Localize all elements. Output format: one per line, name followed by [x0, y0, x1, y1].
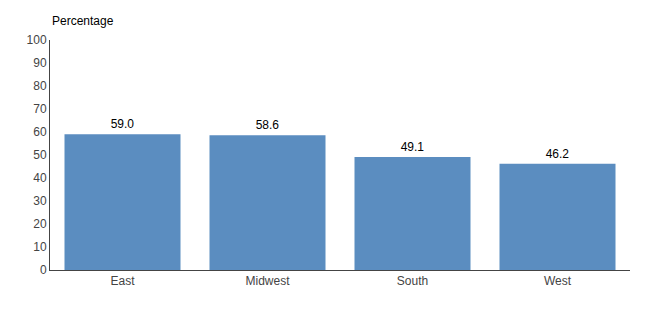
- svg-text:60: 60: [33, 125, 47, 139]
- svg-text:South: South: [397, 274, 428, 288]
- svg-text:49.1: 49.1: [401, 140, 425, 154]
- svg-text:80: 80: [33, 79, 47, 93]
- svg-text:70: 70: [33, 102, 47, 116]
- svg-text:East: East: [110, 274, 135, 288]
- svg-text:30: 30: [33, 194, 47, 208]
- svg-text:Midwest: Midwest: [245, 274, 290, 288]
- svg-text:40: 40: [33, 171, 47, 185]
- svg-text:10: 10: [33, 240, 47, 254]
- svg-text:50: 50: [33, 148, 47, 162]
- svg-text:58.6: 58.6: [256, 118, 280, 132]
- svg-text:46.2: 46.2: [546, 147, 570, 161]
- svg-text:100: 100: [27, 33, 47, 47]
- svg-text:0: 0: [40, 263, 47, 277]
- svg-text:90: 90: [33, 56, 47, 70]
- svg-text:20: 20: [33, 217, 47, 231]
- svg-text:West: West: [544, 274, 572, 288]
- svg-text:59.0: 59.0: [111, 117, 135, 131]
- svg-text:Percentage: Percentage: [52, 14, 114, 28]
